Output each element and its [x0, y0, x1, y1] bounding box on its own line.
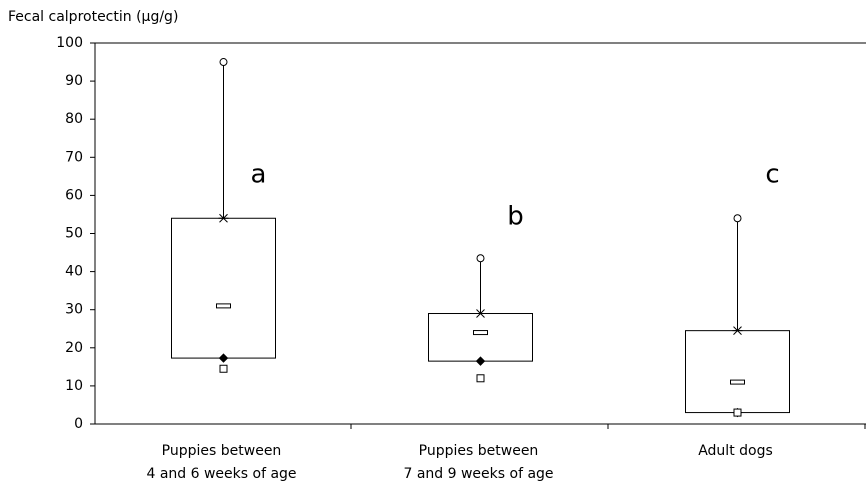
- x-tick-label: Puppies between: [162, 443, 282, 459]
- y-tick-label: 100: [56, 35, 83, 51]
- max-marker: [476, 254, 485, 263]
- y-tick-label: 60: [65, 187, 83, 203]
- q1-marker: [475, 356, 486, 366]
- median-marker: [216, 303, 231, 309]
- min-marker: [476, 374, 485, 383]
- median-marker: [730, 379, 745, 385]
- median-marker: [473, 330, 488, 336]
- y-tick-label: 30: [65, 302, 83, 318]
- min-marker: [219, 364, 228, 373]
- annotation: b: [507, 202, 524, 232]
- annotation: a: [251, 160, 267, 190]
- q3-marker: [732, 326, 743, 336]
- min-marker: [733, 408, 742, 417]
- y-tick-label: 20: [65, 340, 83, 356]
- y-tick-label: 50: [65, 226, 83, 242]
- x-tick-label: Puppies between: [419, 443, 539, 459]
- q1-marker: [218, 353, 229, 363]
- q3-marker: [218, 213, 229, 223]
- max-marker: [219, 58, 228, 67]
- y-tick-label: 0: [74, 416, 83, 432]
- x-tick-label: 7 and 9 weeks of age: [403, 466, 553, 482]
- y-tick-label: 70: [65, 149, 83, 165]
- box: [685, 330, 790, 414]
- x-tick-label: 4 and 6 weeks of age: [146, 466, 296, 482]
- box: [428, 313, 533, 362]
- y-tick-label: 90: [65, 73, 83, 89]
- box: [171, 217, 276, 359]
- annotation: c: [765, 160, 779, 190]
- max-marker: [733, 214, 742, 223]
- y-tick-label: 80: [65, 111, 83, 127]
- y-tick-label: 40: [65, 264, 83, 280]
- x-tick-label: Adult dogs: [698, 443, 773, 459]
- q3-marker: [475, 309, 486, 318]
- y-tick-label: 10: [65, 378, 83, 394]
- y-axis-title: Fecal calprotectin (µg/g): [8, 9, 178, 25]
